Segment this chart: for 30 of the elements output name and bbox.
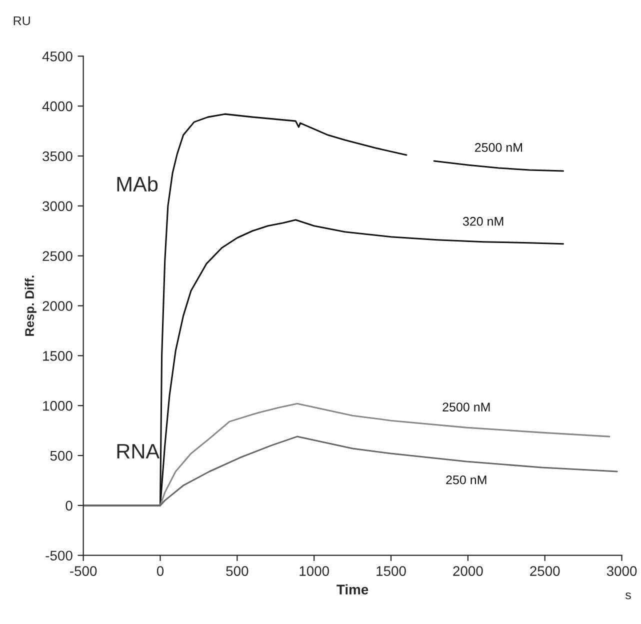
text: s xyxy=(625,592,631,600)
y-tick-label: 4000 xyxy=(42,101,72,112)
line-series xyxy=(83,436,618,506)
y-tick-label: 3500 xyxy=(42,151,72,162)
y-tick-label: 1000 xyxy=(43,400,72,411)
x-tick-label: 1500 xyxy=(376,566,406,576)
y-axis-title: Resp. Diff. xyxy=(24,276,36,336)
y-tick-label: 4500 xyxy=(42,51,72,62)
series-label: 320 nM xyxy=(462,216,504,226)
y-tick-label: 1500 xyxy=(43,351,72,361)
y-tick-label: 3000 xyxy=(42,201,72,212)
series-label: 2500 nM xyxy=(442,402,490,412)
x-tick-label: 0 xyxy=(156,566,164,576)
y-tick-label: -500 xyxy=(46,550,72,561)
series-label: 250 nM xyxy=(446,475,486,484)
x-tick-label: 2500 xyxy=(530,566,560,576)
annotation: RNA xyxy=(117,444,160,458)
x-tick-label: 500 xyxy=(226,566,248,576)
y-tick-label: 500 xyxy=(50,450,72,461)
x-tick-label: 2000 xyxy=(453,566,483,576)
y-tick-label: 0 xyxy=(66,500,72,511)
y-tick-label: 2500 xyxy=(42,251,72,262)
series-label: 2500 nM xyxy=(475,143,522,152)
text: RU xyxy=(14,16,30,26)
annotation: MAb xyxy=(117,176,158,192)
y-tick-label: 2000 xyxy=(42,301,72,311)
x-tick-label: -500 xyxy=(70,566,97,576)
x-tick-label: 1000 xyxy=(300,566,329,576)
x-axis-title: Time xyxy=(336,584,368,594)
x-tick-label: 3000 xyxy=(606,566,637,576)
